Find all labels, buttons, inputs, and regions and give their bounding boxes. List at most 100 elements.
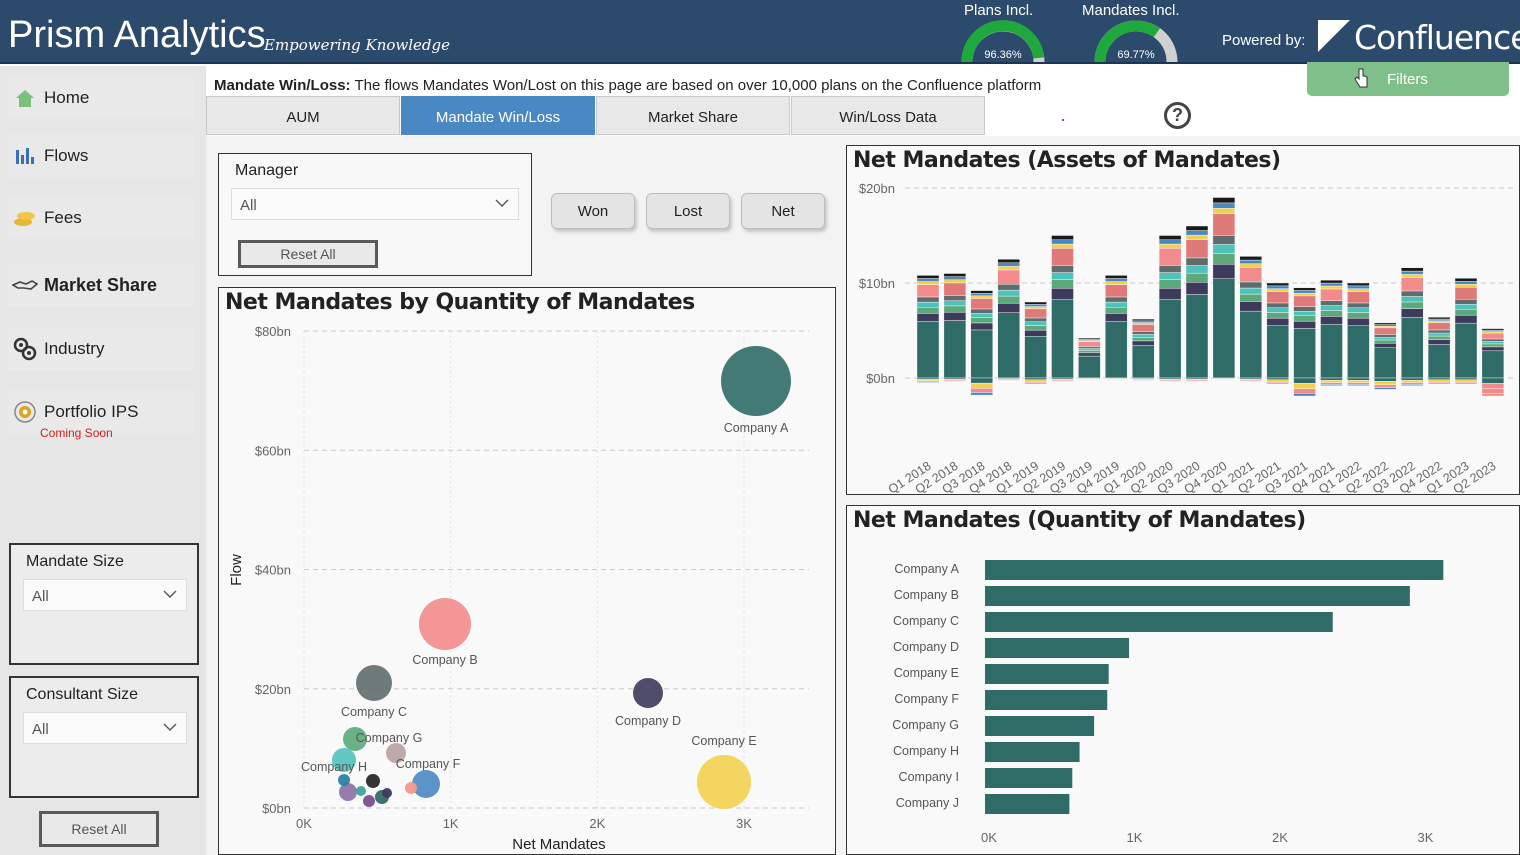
bar-segment (1293, 393, 1316, 397)
lost-button[interactable]: Lost (646, 193, 730, 229)
y-tick-label: $60bn (255, 443, 291, 458)
bar-segment (1454, 284, 1478, 288)
bar-segment (1239, 263, 1262, 268)
bar-segment (1024, 381, 1047, 384)
sidebar-item-industry[interactable]: Industry (8, 328, 194, 370)
bar-segment (1105, 321, 1128, 379)
point-label: Company H (301, 760, 367, 774)
bar-segment (1185, 225, 1209, 231)
bar-segment (916, 313, 940, 322)
bar-segment (1427, 335, 1451, 340)
consultant-size-label: Consultant Size (26, 686, 139, 703)
bar-segment (1212, 208, 1236, 214)
bar-segment (970, 329, 994, 379)
x-tick-label: 0K (981, 830, 997, 845)
bar-segment (1454, 278, 1478, 282)
bar-segment (1239, 381, 1262, 382)
bar-segment (1347, 302, 1370, 308)
sidebar-item-market-share[interactable]: Market Share (8, 264, 194, 306)
bar-segment (1024, 329, 1047, 337)
bar-segment (970, 295, 994, 299)
bar-segment (1293, 328, 1316, 379)
point-label: Company E (691, 734, 756, 748)
sidebar-item-portfolio-ips[interactable]: Portfolio IPS (8, 391, 194, 433)
quantity-title: Net Mandates (Quantity of Mandates) (853, 508, 1306, 533)
assets-title: Net Mandates (Assets of Mandates) (853, 148, 1281, 173)
bar-segment (1427, 381, 1451, 384)
bar-segment (1212, 244, 1236, 254)
tab-win-loss-data[interactable]: Win/Loss Data (791, 96, 985, 135)
bar-segment (1212, 202, 1236, 209)
chevron-down-icon (494, 195, 510, 215)
bar-segment (1078, 346, 1101, 349)
bar-segment (1051, 265, 1074, 273)
bar-segment (1454, 382, 1478, 384)
bar (985, 768, 1073, 788)
bar-segment (1132, 320, 1155, 323)
y-tick-label: Company A (894, 562, 959, 576)
scatter-point (339, 783, 357, 801)
bar-segment (1401, 382, 1424, 385)
consultant-size-dropdown[interactable]: All (23, 712, 187, 744)
bar-segment (1212, 379, 1236, 381)
sidebar-item-flows[interactable]: Flows (8, 135, 194, 177)
bar-segment (1293, 388, 1316, 394)
bar-segment (1427, 379, 1451, 382)
quantity-panel: Net Mandates (Quantity of Mandates) 0K 1K… (846, 505, 1520, 855)
y-tick-label: Company J (896, 796, 959, 810)
manager-value: All (240, 197, 257, 214)
bar-segment (1105, 379, 1128, 381)
bar-segment (1158, 299, 1182, 379)
sidebar-reset-button[interactable]: Reset All (39, 811, 159, 847)
bar-segment (1374, 347, 1397, 379)
bar-segment (1051, 239, 1074, 245)
won-button[interactable]: Won (551, 193, 635, 229)
point-label: Company G (356, 731, 423, 745)
bar-segment (1454, 379, 1478, 382)
bar-segment (1105, 278, 1128, 282)
bar (985, 690, 1108, 710)
bar-segment (997, 289, 1020, 297)
help-icon[interactable]: ? (1164, 102, 1191, 129)
bar-segment (1293, 320, 1316, 329)
bar-segment (1024, 308, 1047, 319)
y-tick-label: Company F (894, 692, 959, 706)
scatter-point (363, 795, 375, 807)
bar-segment (1051, 243, 1074, 249)
consultant-size-slicer: Consultant Size All (9, 676, 199, 798)
bar-segment (1454, 281, 1478, 285)
tab-aum[interactable]: AUM (206, 96, 400, 135)
bar-segment (1347, 382, 1370, 385)
sidebar-item-label: Industry (44, 339, 105, 358)
bar-segment (1024, 382, 1047, 384)
net-button[interactable]: Net (741, 193, 825, 229)
mandate-size-dropdown[interactable]: All (23, 579, 187, 611)
bar-segment (1078, 341, 1101, 347)
manager-dropdown[interactable]: All (231, 188, 519, 220)
sidebar-item-home[interactable]: Home (8, 77, 194, 119)
bar-segment (1078, 379, 1101, 381)
bar-segment (1427, 382, 1451, 384)
gears-icon (12, 337, 38, 361)
bar-segment (1051, 381, 1074, 382)
y-tick-label: Company H (893, 744, 959, 758)
bar-segment (1158, 235, 1182, 240)
sidebar-item-fees[interactable]: Fees (8, 197, 194, 239)
bar-segment (943, 295, 967, 301)
scatter-point (366, 774, 380, 788)
bar-segment (1266, 317, 1289, 326)
bar-segment (1320, 384, 1343, 386)
bar-segment (1266, 282, 1289, 287)
y-tick-label: Company I (899, 770, 959, 784)
point-label: Company D (615, 714, 681, 728)
bar (985, 560, 1444, 580)
filters-button[interactable]: Filters (1307, 62, 1509, 96)
tab-mandate-win-loss[interactable]: Mandate Win/Loss (401, 96, 595, 135)
manager-reset-button[interactable]: Reset All (238, 240, 378, 268)
bar-segment (1374, 327, 1397, 335)
bar-segment (1374, 339, 1397, 344)
quantity-chart[interactable]: 0K 1K 2K 3K Company A Company B Company C Compa… (847, 506, 1519, 854)
tab-market-share[interactable]: Market Share (596, 96, 790, 135)
